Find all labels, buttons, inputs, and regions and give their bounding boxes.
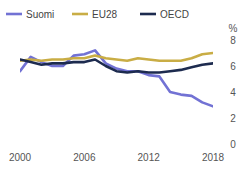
y-tick — [221, 66, 225, 67]
series-line — [20, 53, 213, 61]
series-line — [20, 50, 213, 106]
legend-swatch — [6, 13, 22, 16]
y-tick — [221, 118, 225, 119]
y-tick-label: 4 — [230, 87, 236, 98]
y-tick-label: 8 — [230, 35, 236, 46]
legend-swatch — [140, 13, 156, 16]
legend-swatch — [72, 13, 88, 16]
plot-lines — [20, 50, 213, 106]
y-tick — [221, 40, 225, 41]
y-tick-label: 2 — [230, 113, 236, 124]
y-tick — [221, 144, 225, 145]
legend-label: OECD — [160, 9, 189, 20]
series-line — [20, 60, 213, 73]
y-tick-label: 6 — [230, 61, 236, 72]
y-tick — [221, 92, 225, 93]
chart: 0 2 4 6 8% 2000 2006 2012 2018 Suomi EU28 OECD — [0, 0, 240, 169]
x-tick-label: 2018 — [202, 152, 225, 163]
x-tick-label: 2000 — [9, 152, 32, 163]
y-tick-label: 0 — [230, 139, 236, 150]
x-tick-label: 2012 — [138, 152, 161, 163]
x-tick-label: 2006 — [73, 152, 96, 163]
legend-label: EU28 — [92, 9, 117, 20]
legend-label: Suomi — [26, 9, 54, 20]
y-axis-label: % — [229, 23, 238, 34]
